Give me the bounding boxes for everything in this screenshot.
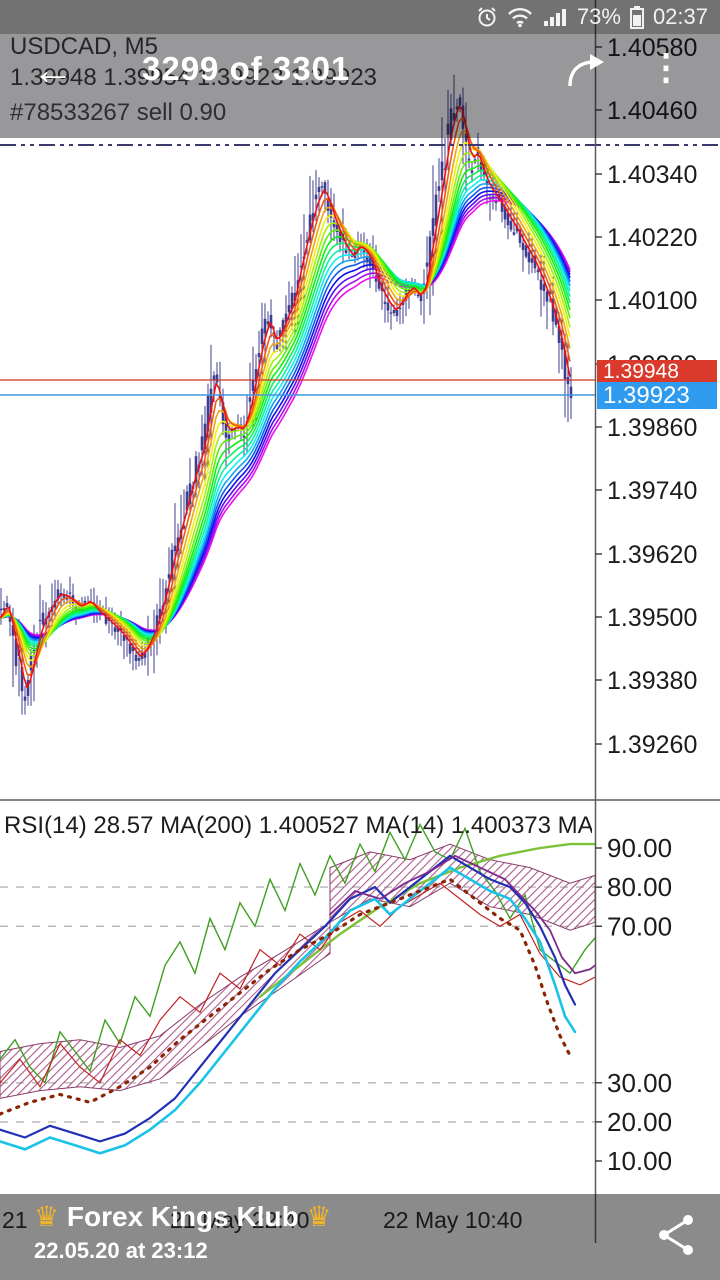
- svg-text:10.00: 10.00: [607, 1146, 672, 1176]
- svg-text:1.39260: 1.39260: [607, 731, 697, 759]
- more-menu-button[interactable]: ⋮: [648, 46, 684, 87]
- svg-text:20.00: 20.00: [607, 1107, 672, 1137]
- svg-text:1.40460: 1.40460: [607, 97, 697, 125]
- svg-text:1.40340: 1.40340: [607, 161, 697, 189]
- wifi-icon: [508, 8, 532, 28]
- gallery-bar: ← 3299 of 3301 ⋮: [0, 40, 720, 102]
- gallery-counter: 3299 of 3301: [142, 50, 351, 87]
- svg-text:1.40220: 1.40220: [607, 224, 697, 252]
- indicator-header: RSI(14) 28.57 MA(200) 1.400527 MA(14) 1.…: [4, 812, 592, 839]
- share-icon: [659, 1215, 693, 1255]
- share-button[interactable]: [656, 1212, 698, 1263]
- back-button[interactable]: ←: [32, 46, 74, 93]
- chart-symbol: USDCAD, M5: [10, 33, 159, 60]
- svg-text:21 May 22:40: 21 May 22:40: [170, 1207, 309, 1233]
- signal-icon: [543, 9, 566, 26]
- svg-text:70.00: 70.00: [607, 911, 672, 941]
- caption-title: ♛ Forex Kings Klub ♛: [34, 1200, 332, 1233]
- bid-price-tag: 1.39923: [597, 382, 717, 409]
- svg-text:1.39500: 1.39500: [607, 604, 697, 632]
- svg-text:1.39620: 1.39620: [607, 541, 697, 569]
- caption-title-text: Forex Kings Klub: [66, 1201, 299, 1232]
- svg-text:21: 21: [2, 1207, 28, 1233]
- forward-arrow-icon: [568, 54, 604, 87]
- svg-text:30.00: 30.00: [607, 1068, 672, 1098]
- svg-text:1.39860: 1.39860: [607, 414, 697, 442]
- svg-text:80.00: 80.00: [607, 872, 672, 902]
- chart-position: #78533267 sell 0.90: [10, 99, 227, 126]
- clock-text: 02:37: [652, 4, 708, 29]
- svg-text:1.40580: 1.40580: [607, 34, 697, 62]
- svg-text:1.40100: 1.40100: [607, 287, 697, 315]
- crown-icon: ♛: [306, 1201, 332, 1232]
- ask-price-tag: 1.39948: [597, 360, 717, 383]
- crown-icon: ♛: [34, 1201, 60, 1232]
- status-bar: 73% 02:37: [0, 0, 720, 34]
- svg-text:22 May 10:40: 22 May 10:40: [383, 1207, 522, 1233]
- battery-percent: 73%: [576, 4, 621, 29]
- forward-share-button[interactable]: [564, 52, 608, 95]
- svg-text:90.00: 90.00: [607, 833, 672, 863]
- chart-ohlc: 1.39948 1.39954 1.39923 1.39923: [10, 64, 378, 91]
- bottom-overlay: ♛ Forex Kings Klub ♛ 22.05.20 at 23:12: [0, 1194, 720, 1280]
- alarm-icon: [478, 7, 496, 27]
- caption-date: 22.05.20 at 23:12: [34, 1238, 208, 1263]
- svg-text:1.39740: 1.39740: [607, 477, 697, 505]
- top-overlay: 73% 02:37 ← 3299 of 3301 ⋮: [0, 0, 720, 138]
- svg-text:1.39380: 1.39380: [607, 667, 697, 695]
- battery-icon: [629, 6, 644, 29]
